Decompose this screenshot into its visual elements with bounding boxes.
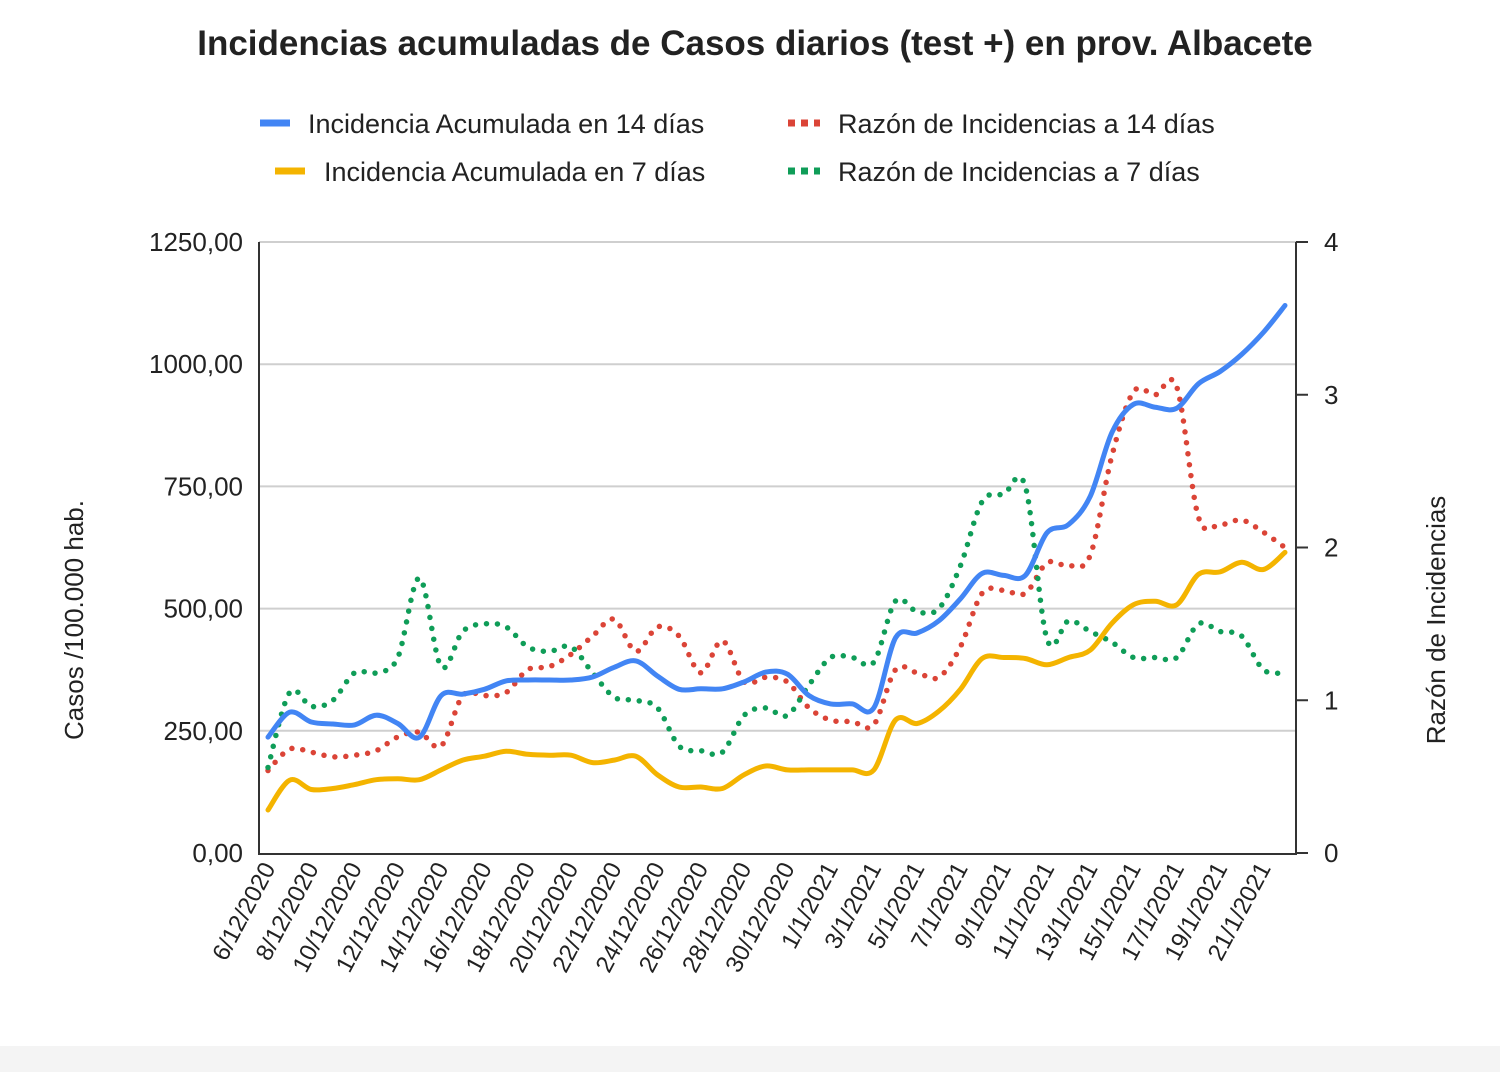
y2-tick-label: 1 bbox=[1324, 685, 1338, 715]
x-axis-ticks: 6/12/20208/12/202010/12/202012/12/202014… bbox=[207, 858, 1276, 977]
y-tick-label: 1000,00 bbox=[149, 349, 243, 379]
y2-tick-label: 2 bbox=[1324, 533, 1338, 563]
chart-title: Incidencias acumuladas de Casos diarios … bbox=[197, 24, 1313, 63]
series-lines bbox=[265, 303, 1288, 813]
legend: Incidencia Acumulada en 14 días Incidenc… bbox=[260, 109, 1215, 187]
y-tick-label: 250,00 bbox=[163, 716, 243, 746]
y2-tick-label: 4 bbox=[1324, 227, 1338, 257]
footer-band bbox=[0, 1046, 1500, 1072]
y2-axis-title: Razón de Incidencias bbox=[1421, 496, 1451, 745]
series-line-ri7 bbox=[265, 474, 1288, 771]
gridlines bbox=[259, 241, 1296, 732]
y2-tick-label: 0 bbox=[1324, 838, 1338, 868]
legend-item-ri14[interactable]: Razón de Incidencias a 14 días bbox=[788, 109, 1215, 139]
legend-item-ri7[interactable]: Razón de Incidencias a 7 días bbox=[788, 157, 1200, 187]
y-tick-label: 0,00 bbox=[192, 838, 243, 868]
y2-axis-ticks: 0 1 2 3 4 bbox=[1296, 227, 1338, 868]
legend-label-ia14: Incidencia Acumulada en 14 días bbox=[308, 109, 704, 139]
legend-label-ia7: Incidencia Acumulada en 7 días bbox=[324, 157, 705, 187]
y-axis-title: Casos /100.000 hab. bbox=[59, 500, 89, 740]
series-line-ia14 bbox=[265, 303, 1288, 741]
legend-item-ia14[interactable]: Incidencia Acumulada en 14 días bbox=[260, 109, 704, 139]
y-tick-label: 750,00 bbox=[163, 471, 243, 501]
legend-item-ia7[interactable]: Incidencia Acumulada en 7 días bbox=[275, 157, 705, 187]
y2-tick-label: 3 bbox=[1324, 380, 1338, 410]
y-tick-label: 1250,00 bbox=[149, 227, 243, 257]
y-tick-label: 500,00 bbox=[163, 594, 243, 624]
y-axis-ticks: 0,00 250,00 500,00 750,00 1000,00 1250,00 bbox=[149, 227, 243, 868]
series-line-ia7 bbox=[265, 549, 1288, 813]
legend-label-ri7: Razón de Incidencias a 7 días bbox=[838, 157, 1200, 187]
legend-label-ri14: Razón de Incidencias a 14 días bbox=[838, 109, 1215, 139]
